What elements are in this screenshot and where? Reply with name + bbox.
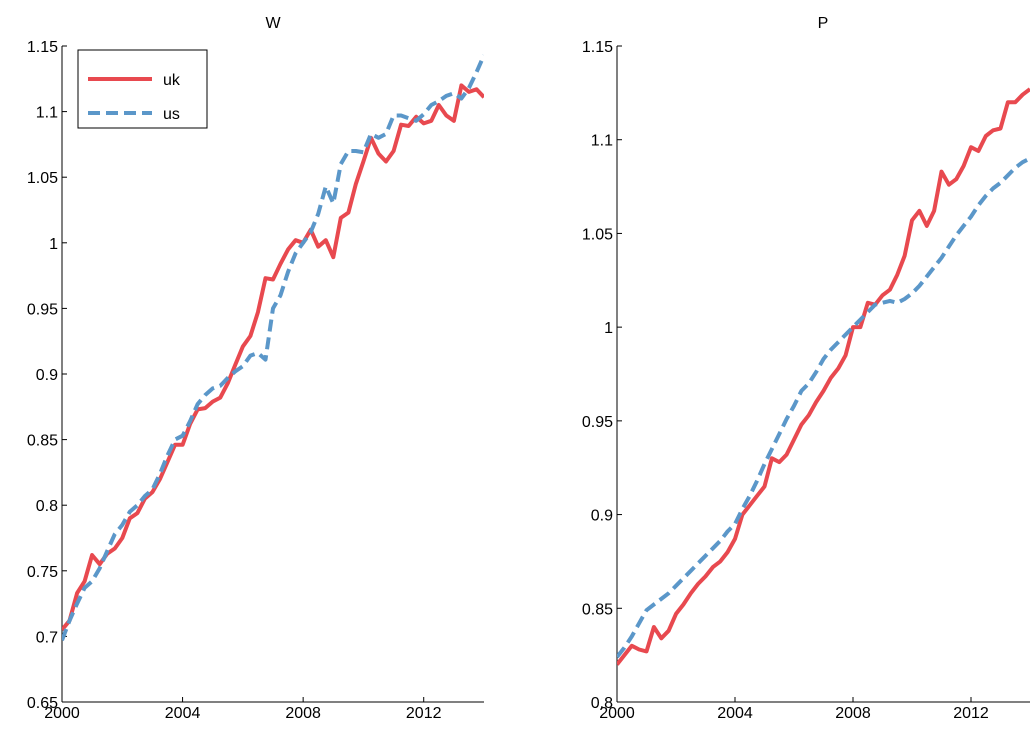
legend-label-uk: uk	[163, 72, 181, 89]
x-tick-label: 2004	[165, 705, 201, 722]
series-line-us	[617, 156, 1030, 659]
panel-title: W	[265, 15, 281, 32]
y-tick-label: 1	[604, 320, 613, 337]
panel-title: P	[818, 15, 829, 32]
y-tick-label: 1.15	[582, 39, 613, 56]
y-tick-label: 1.15	[27, 39, 58, 56]
x-tick-label: 2000	[599, 705, 635, 722]
y-tick-label: 0.95	[582, 414, 613, 431]
x-tick-label: 2008	[835, 705, 871, 722]
y-tick-label: 0.85	[27, 433, 58, 450]
y-tick-label: 0.65	[27, 695, 58, 712]
y-tick-label: 1.05	[582, 226, 613, 243]
y-tick-label: 1.1	[591, 133, 613, 150]
legend: uk us	[77, 49, 208, 129]
y-tick-label: 0.9	[591, 508, 613, 525]
legend-label-us: us	[163, 106, 180, 123]
x-tick-label: 2012	[406, 705, 442, 722]
series-line-uk	[62, 83, 484, 632]
y-tick-label: 0.75	[27, 564, 58, 581]
series-line-us	[62, 54, 484, 642]
y-tick-label: 1.05	[27, 170, 58, 187]
y-tick-label: 0.85	[582, 601, 613, 618]
y-tick-label: 0.9	[36, 367, 58, 384]
y-tick-label: 0.8	[36, 498, 58, 515]
y-tick-label: 0.7	[36, 629, 58, 646]
x-tick-label: 2012	[953, 705, 989, 722]
y-tick-label: 0.8	[591, 695, 613, 712]
y-tick-label: 1	[49, 236, 58, 253]
y-tick-label: 1.1	[36, 105, 58, 122]
x-tick-label: 2008	[285, 705, 321, 722]
series-line-uk	[617, 87, 1030, 666]
plot-area: 0.8 0.85 0.9 0.95 1 1.05 1.1 1.15 2000 2004 2008 20…	[582, 39, 1030, 722]
x-tick-label: 2000	[44, 705, 80, 722]
panel-w: W 0.65 0.7 0.75 0.8 0.85 0.9 0.95 1 1.05 1.1 1.15 2…	[27, 15, 484, 722]
x-tick-label: 2004	[717, 705, 753, 722]
plot-area: 0.65 0.7 0.75 0.8 0.85 0.9 0.95 1 1.05 1.1 1.15 200…	[27, 39, 484, 722]
legend-box	[77, 49, 208, 129]
y-tick-label: 0.95	[27, 301, 58, 318]
panel-p: P 0.8 0.85 0.9 0.95 1 1.05 1.1 1.15 2000 2004 2008…	[582, 15, 1030, 722]
